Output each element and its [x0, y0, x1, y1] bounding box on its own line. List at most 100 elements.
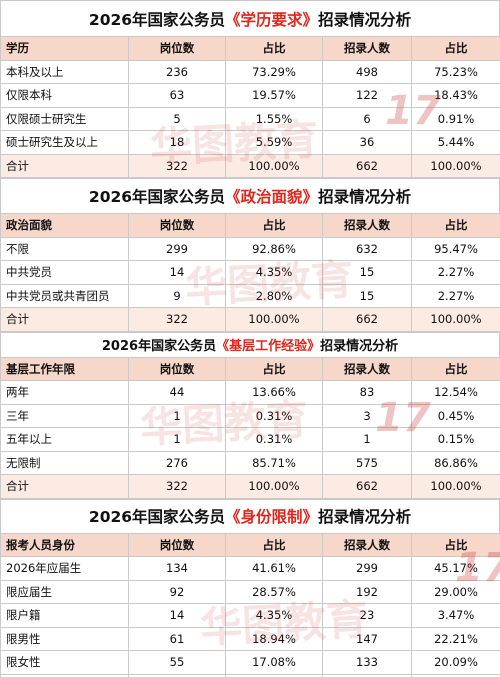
table-row: 本科及以上 236 73.29% 498 75.23% — [0, 59, 500, 84]
table-cell: 14 — [128, 260, 226, 285]
table-row: 不限 299 92.86% 632 95.47% — [0, 236, 500, 261]
column-header: 岗位数 — [128, 213, 226, 238]
table-cell: 0.45% — [411, 403, 500, 428]
table-cell: 20.09% — [411, 650, 500, 675]
title-highlight: 《身份限制》 — [225, 508, 319, 526]
education-table: 学历 岗位数 占比 招录人数 占比 本科及以上 236 73.29% 498 75.23% 仅限本科… — [0, 36, 500, 178]
column-header: 报考人员身份 — [0, 532, 129, 557]
column-header: 占比 — [225, 36, 323, 61]
table-cell: 29.00% — [411, 579, 500, 604]
table-row: 三年 1 0.31% 3 0.45% — [0, 403, 500, 428]
table-cell: 14 — [128, 603, 226, 628]
row-label: 2026年应届生 — [0, 556, 129, 581]
table-cell: 662 — [322, 153, 412, 178]
total-row: 合计 322 100.00% 662 100.00% — [0, 474, 500, 499]
table-cell: 632 — [322, 236, 412, 261]
table-cell: 83 — [322, 380, 412, 405]
column-header: 占比 — [225, 213, 323, 238]
table-cell: 100.00% — [411, 307, 500, 332]
row-label: 无限制 — [0, 450, 129, 475]
table-cell: 0.15% — [411, 427, 500, 452]
table-row: 五年以上 1 0.31% 1 0.15% — [0, 427, 500, 452]
table-cell: 100.00% — [411, 153, 500, 178]
table-header-row: 学历 岗位数 占比 招录人数 占比 — [0, 36, 500, 61]
row-label: 限女性 — [0, 650, 129, 675]
title-prefix: 2026年国家公务员 — [88, 508, 226, 526]
table-cell: 2.27% — [411, 283, 500, 308]
table-row: 2026年应届生 134 41.61% 299 45.17% — [0, 556, 500, 581]
row-label: 限户籍 — [0, 603, 129, 628]
table-cell: 147 — [322, 626, 412, 651]
table-cell: 0.91% — [411, 106, 500, 131]
table-cell: 86.86% — [411, 450, 500, 475]
table-cell: 5.59% — [225, 130, 323, 155]
table-cell: 498 — [322, 59, 412, 84]
row-label: 不限 — [0, 236, 129, 261]
table-row: 限女性 55 17.08% 133 20.09% — [0, 650, 500, 675]
table-cell: 22.21% — [411, 626, 500, 651]
table-cell: 100.00% — [225, 474, 323, 499]
table-row: 限应届生 92 28.57% 192 29.00% — [0, 579, 500, 604]
table-cell: 575 — [322, 450, 412, 475]
table-cell: 36 — [322, 130, 412, 155]
row-label: 限男性 — [0, 626, 129, 651]
table-cell: 2.27% — [411, 260, 500, 285]
table-cell: 18.43% — [411, 83, 500, 108]
table-cell: 4.35% — [225, 260, 323, 285]
column-header: 岗位数 — [128, 36, 226, 61]
column-header: 岗位数 — [128, 356, 226, 381]
table-cell: 299 — [322, 556, 412, 581]
column-header: 招录人数 — [322, 356, 412, 381]
table-cell: 9 — [128, 283, 226, 308]
table-row: 限户籍 14 4.35% 23 3.47% — [0, 603, 500, 628]
row-label: 三年 — [0, 403, 129, 428]
table-cell: 3.47% — [411, 603, 500, 628]
table-cell: 85.71% — [225, 450, 323, 475]
table-row: 要求本单位服务年限522569.88%47972.36% — [0, 673, 500, 677]
table-cell: 276 — [128, 450, 226, 475]
table-cell: 92.86% — [225, 236, 323, 261]
table-row: 限男性 61 18.94% 147 22.21% — [0, 626, 500, 651]
table-cell: 73.29% — [225, 59, 323, 84]
title-highlight: 《学历要求》 — [225, 10, 319, 29]
table-cell: 5 — [128, 106, 226, 131]
title-highlight: 《政治面貌》 — [225, 188, 319, 206]
table-row: 中共党员或共青团员 9 2.80% 15 2.27% — [0, 283, 500, 308]
table-cell: 1.55% — [225, 106, 323, 131]
table-cell: 134 — [128, 556, 226, 581]
table-cell: 192 — [322, 579, 412, 604]
row-label: 合计 — [0, 474, 129, 499]
table-row: 仅限本科 63 19.57% 122 18.43% — [0, 83, 500, 108]
row-label: 两年 — [0, 380, 129, 405]
table-cell: 122 — [322, 83, 412, 108]
column-header: 占比 — [411, 36, 500, 61]
title-prefix: 2026年国家公务员 — [88, 188, 226, 206]
table-header-row: 报考人员身份 岗位数 占比 招录人数 占比 — [0, 532, 500, 557]
table-cell: 322 — [128, 307, 226, 332]
table-cell: 100.00% — [411, 474, 500, 499]
title-suffix: 招录情况分析 — [318, 10, 412, 29]
table-cell: 236 — [128, 59, 226, 84]
table-cell: 662 — [322, 474, 412, 499]
column-header: 招录人数 — [322, 532, 412, 557]
column-header: 占比 — [411, 356, 500, 381]
table-cell: 12.54% — [411, 380, 500, 405]
table-row: 中共党员 14 4.35% 15 2.27% — [0, 260, 500, 285]
title-prefix: 2026年国家公务员 — [101, 339, 217, 354]
total-row: 合计 322 100.00% 662 100.00% — [0, 153, 500, 178]
table-cell: 17.08% — [225, 650, 323, 675]
table-cell: 19.57% — [225, 83, 323, 108]
table-cell: 23 — [322, 603, 412, 628]
title-suffix: 招录情况分析 — [318, 188, 412, 206]
table-cell: 44 — [128, 380, 226, 405]
table-cell: 5.44% — [411, 130, 500, 155]
table-cell: 1 — [128, 427, 226, 452]
row-label: 限应届生 — [0, 579, 129, 604]
table-cell: 662 — [322, 307, 412, 332]
column-header: 占比 — [225, 532, 323, 557]
column-header: 基层工作年限 — [0, 356, 129, 381]
table-cell: 1 — [128, 403, 226, 428]
title-highlight: 《基层工作经验》 — [216, 339, 321, 354]
row-label: 合计 — [0, 153, 129, 178]
column-header: 岗位数 — [128, 532, 226, 557]
